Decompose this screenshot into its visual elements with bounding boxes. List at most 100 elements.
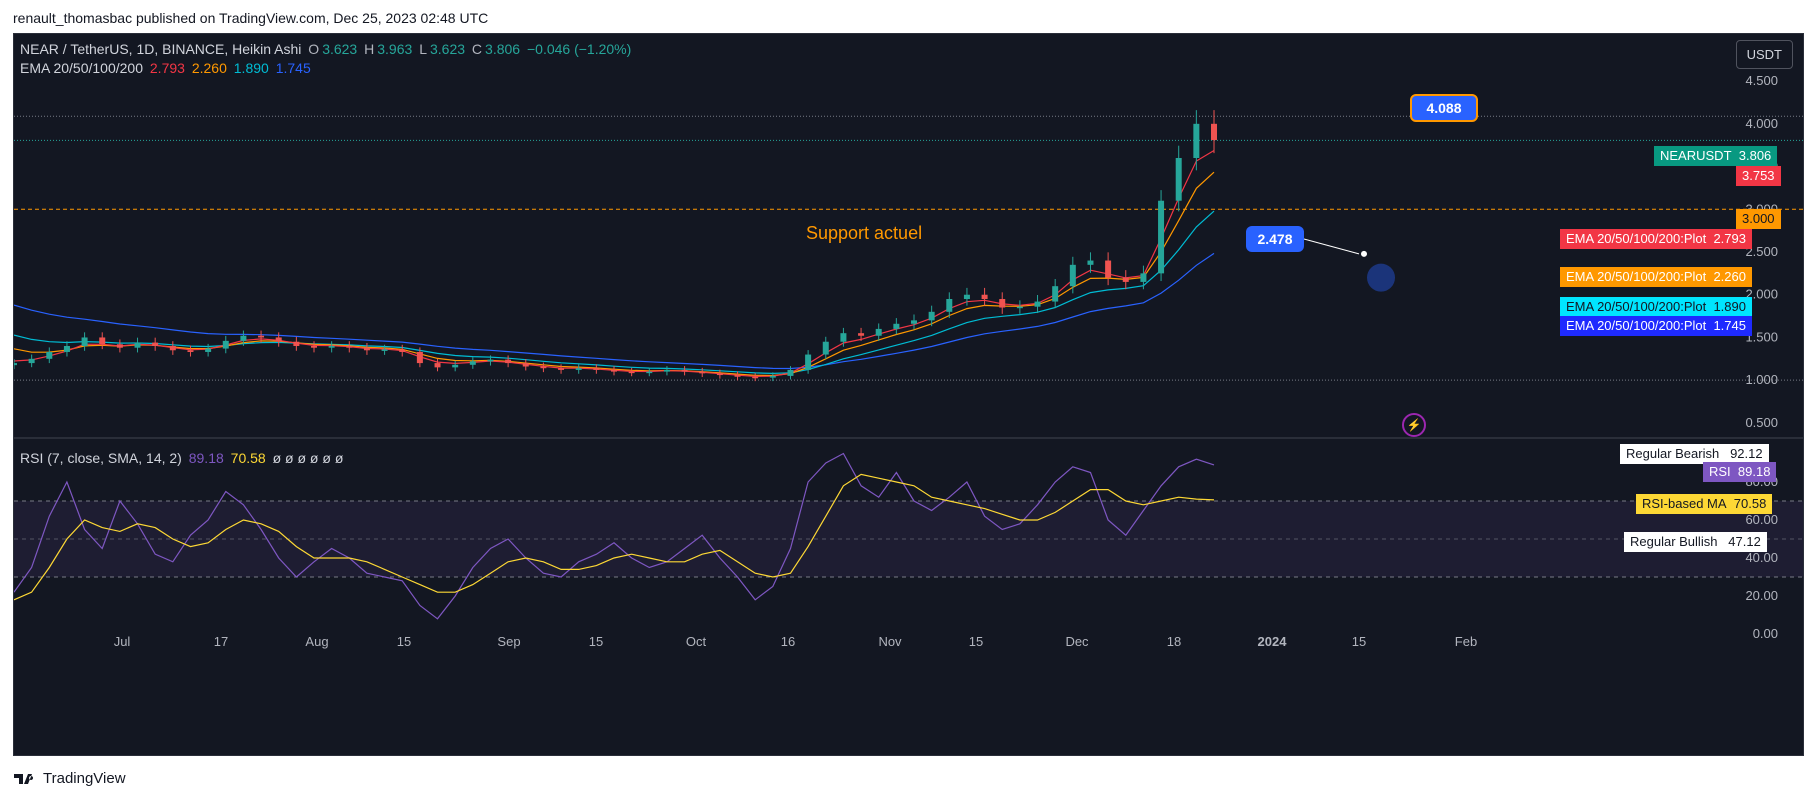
candle-body [63,346,70,352]
time-tick-label: 15 [397,634,411,649]
candle-body [1016,306,1023,309]
candle-body [752,376,759,379]
candle-body [858,333,865,336]
rsi-legend-empty-values: ø ø ø ø ø ø [272,450,344,466]
candle-body [152,342,159,346]
candle-body [399,349,406,352]
chart-frame[interactable]: 4.5004.0003.5003.0002.5002.0001.5001.000… [13,33,1804,756]
support-price-label: 3.000 [1736,209,1781,229]
candle-body [222,340,229,349]
candle-body [716,373,723,376]
regular-bullish-label: Regular Bullish 47.12 [1624,532,1767,552]
candle-body [81,337,88,346]
ema200-axis-value: 1.745 [1713,318,1746,333]
rsi-legend[interactable]: RSI (7, close, SMA, 14, 2) 89.18 70.58 ø… [20,450,346,466]
time-tick-label: Oct [686,634,707,649]
rsi-ma-axis-name: RSI-based MA [1642,496,1727,511]
candle-body [1158,200,1165,274]
candle-body [134,342,141,348]
low-price-label: 3.753 [1736,166,1781,186]
lightning-icon[interactable]: ⚡ [1402,413,1426,437]
candle-body [187,350,194,352]
candle-body [734,375,741,377]
candle-body [1105,260,1112,278]
low-highlight-circle [1367,263,1395,292]
time-tick-label: 15 [589,634,603,649]
rsi-ma-legend-value: 70.58 [230,450,266,466]
ema100-legend-value: 1.890 [233,60,269,76]
time-tick-label: 2024 [1258,634,1288,649]
rsi-legend-value: 89.18 [188,450,224,466]
time-tick-label: 17 [214,634,228,649]
rsi-legend-name[interactable]: RSI (7, close, SMA, 14, 2) [20,450,182,466]
ohlc-l-label: L [419,41,427,57]
ema20-axis-value: 2.793 [1713,231,1746,246]
time-tick-label: 15 [969,634,983,649]
candle-body [769,375,776,378]
candle-body [893,323,900,329]
time-tick-label: Nov [878,634,902,649]
ohlc-h-value: 3.963 [377,41,413,57]
low-callout[interactable]: 2.478 [1246,226,1304,252]
candle-body [505,359,512,364]
candle-body [1211,123,1217,141]
time-tick-label: Dec [1065,634,1089,649]
candle-body [1140,273,1147,282]
candle-body [787,369,794,376]
footer: TradingView [13,770,126,787]
low-callout-connector [1303,238,1360,255]
candle-body [699,371,706,374]
ema50-axis-label: EMA 20/50/100/200:Plot 2.260 [1560,267,1752,287]
candle-body [593,368,600,370]
ema200-legend-value: 1.745 [275,60,311,76]
symbol-legend[interactable]: NEAR / TetherUS, 1D, BINANCE, Heikin Ash… [20,41,634,57]
candle-body [1087,260,1094,265]
rsi-axis-label: RSI 89.18 [1703,462,1777,482]
symbol-price-label: NEARUSDT 3.806 [1654,146,1778,166]
ema20-axis-label: EMA 20/50/100/200:Plot 2.793 [1560,229,1752,249]
regular-bearish-label: Regular Bearish 92.12 [1620,444,1769,464]
candle-body [611,369,617,372]
rsi-tick-label: 40.00 [1745,550,1778,565]
currency-button[interactable]: USDT [1735,40,1793,69]
candle-body [99,337,106,345]
ema20-axis-name: EMA 20/50/100/200:Plot [1566,231,1707,246]
candle-body [805,354,812,370]
candle-body [911,320,917,324]
candle-body [116,344,123,348]
high-callout[interactable]: 4.088 [1410,94,1478,122]
time-tick-label: Sep [497,634,520,649]
low-callout-point [1361,250,1367,257]
support-annotation[interactable]: Support actuel [806,223,923,243]
candle-body [381,349,388,351]
chart-canvas[interactable]: 4.5004.0003.5003.0002.5002.0001.5001.000… [14,34,1803,755]
rsi-tick-label: 20.00 [1745,588,1778,603]
ema-legend[interactable]: EMA 20/50/100/200 2.793 2.260 1.890 1.74… [20,60,314,76]
ema50-axis-name: EMA 20/50/100/200:Plot [1566,269,1707,284]
ohlc-h-label: H [364,41,375,57]
candle-body [540,366,547,369]
ema200-axis-label: EMA 20/50/100/200:Plot 1.745 [1560,316,1752,336]
time-tick-label: Aug [305,634,328,649]
price-tick-label: 0.500 [1745,415,1778,430]
candle-body [328,346,335,348]
rsi-tick-label: 60.00 [1745,512,1778,527]
rsi-ma-axis-value: 70.58 [1733,496,1767,511]
candle-body [875,328,882,336]
ema100-axis-value: 1.890 [1713,299,1746,314]
candle-body [646,371,653,374]
candle-body [981,294,988,299]
footer-brand[interactable]: TradingView [43,770,126,787]
symbol-title[interactable]: NEAR / TetherUS, 1D, BINANCE, Heikin Ash… [20,41,302,57]
ema-legend-name[interactable]: EMA 20/50/100/200 [20,60,143,76]
candle-body [275,337,282,342]
candle-body [663,369,670,372]
candle-body [346,346,353,348]
candle-body [293,341,300,346]
candle-body [575,368,582,370]
candle-body [205,348,212,352]
ema50-legend-value: 2.260 [191,60,227,76]
symbol-price-label-name: NEARUSDT [1660,148,1732,163]
candle-body [928,311,935,321]
tradingview-logo-icon [14,773,34,784]
